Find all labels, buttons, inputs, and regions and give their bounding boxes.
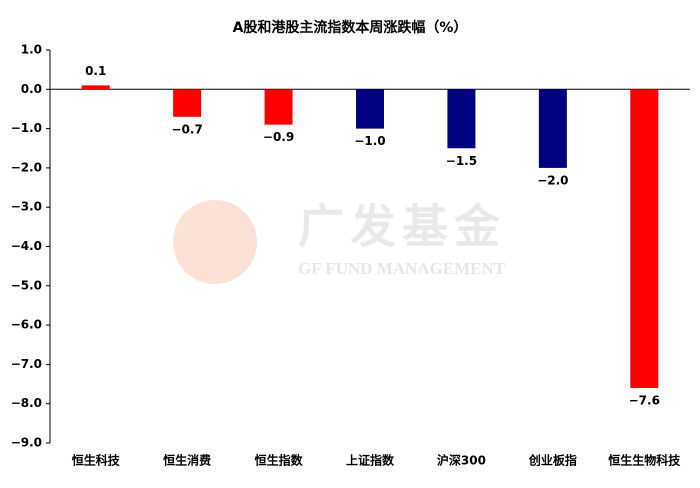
value-label: −0.7 <box>171 122 202 136</box>
x-tick-label: 上证指数 <box>346 453 395 468</box>
y-tick-label: −4.0 <box>11 239 42 253</box>
watermark-text: 广发基金 <box>298 200 506 254</box>
x-tick-label: 沪深300 <box>437 453 486 468</box>
watermark-logo <box>173 200 257 284</box>
bar <box>264 89 293 125</box>
x-tick-label: 恒生科技 <box>72 453 121 468</box>
y-tick-label: −3.0 <box>11 200 42 214</box>
value-label: −7.6 <box>629 393 660 407</box>
value-label: 0.1 <box>85 64 106 78</box>
y-tick-label: −7.0 <box>11 357 42 371</box>
y-tick-label: −8.0 <box>11 396 42 410</box>
y-tick-label: −1.0 <box>11 121 42 135</box>
x-tick-label: 创业板指 <box>528 453 577 468</box>
y-tick-label: 0.0 <box>21 82 42 96</box>
bar <box>81 85 110 90</box>
bar <box>356 89 384 129</box>
x-tick-label: 恒生消费 <box>163 453 211 468</box>
y-tick-label: −5.0 <box>11 278 42 292</box>
value-label: −1.5 <box>446 154 477 168</box>
y-tick-label: −6.0 <box>11 318 42 332</box>
bar <box>447 89 476 149</box>
x-tick-label: 恒生指数 <box>255 453 304 468</box>
value-label: −0.9 <box>263 130 294 144</box>
value-label: −2.0 <box>537 173 568 187</box>
watermark-subtext: GF FUND MANAGEMENT <box>298 259 506 278</box>
y-tick-label: 1.0 <box>21 43 42 57</box>
y-tick-label: −2.0 <box>11 160 42 174</box>
y-tick-label: −9.0 <box>11 436 42 450</box>
chart-title: A股和港股主流指数本周涨跌幅（%） <box>233 19 468 36</box>
watermark: 广发基金 GF FUND MANAGEMENT <box>173 200 506 284</box>
bar <box>630 89 659 388</box>
bar <box>538 89 567 168</box>
bar <box>173 89 202 117</box>
value-label: −1.0 <box>354 134 385 148</box>
x-tick-label: 恒生生物科技 <box>608 453 681 468</box>
